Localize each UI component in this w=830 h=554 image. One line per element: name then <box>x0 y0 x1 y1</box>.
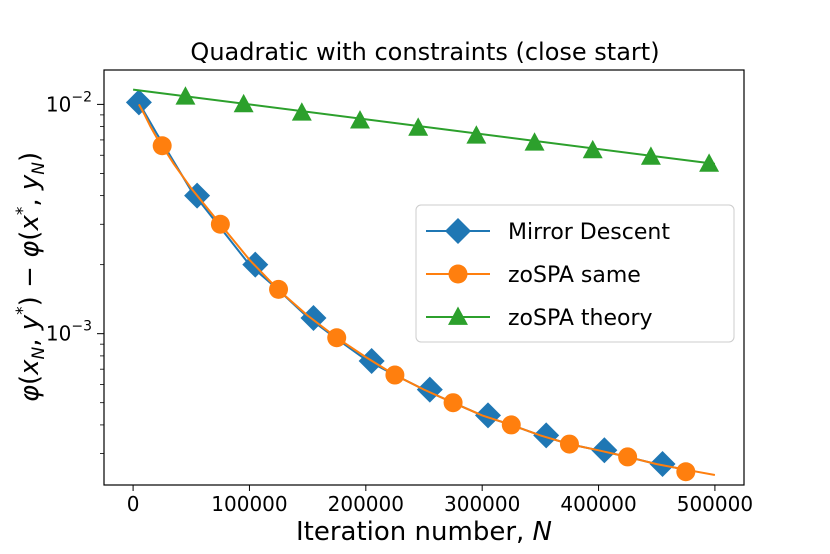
legend: Mirror Descent zoSPA same zoSPA theory <box>415 204 735 343</box>
data-point <box>591 437 618 464</box>
data-point <box>640 146 661 165</box>
series-layer <box>125 86 720 482</box>
x-tick-label: 400000 <box>560 492 636 516</box>
data-point <box>443 393 463 413</box>
plot-area <box>103 69 745 486</box>
data-point <box>210 214 230 234</box>
legend-item: Mirror Descent <box>426 218 670 245</box>
data-point <box>327 328 347 348</box>
data-point <box>125 89 152 116</box>
data-point <box>699 153 720 172</box>
data-point <box>533 422 560 449</box>
x-axis-label-text: Iteration number, <box>296 517 533 547</box>
data-point <box>466 125 487 144</box>
data-point <box>475 402 501 429</box>
series-zospa-theory <box>132 86 720 172</box>
data-point <box>649 451 676 478</box>
x-axis-label: Iteration number, N <box>296 517 552 547</box>
data-point <box>618 447 638 467</box>
data-point <box>416 376 443 403</box>
x-tick-label: 300000 <box>444 492 520 516</box>
data-point <box>350 110 370 129</box>
data-point <box>524 132 545 151</box>
data-point <box>233 93 254 113</box>
data-point <box>269 279 289 299</box>
data-point <box>582 139 603 159</box>
data-point <box>501 415 521 435</box>
legend-label: zoSPA same <box>508 263 641 288</box>
legend-marker <box>445 218 471 244</box>
legend-item: zoSPA theory <box>426 306 653 331</box>
x-axis-label-var: N <box>533 517 552 547</box>
legend-item: zoSPA same <box>426 263 641 288</box>
x-tick-label: 200000 <box>328 492 404 516</box>
data-point <box>291 102 312 121</box>
x-tick-label: 0 <box>127 492 140 516</box>
series-line <box>132 88 716 165</box>
data-point <box>152 136 172 156</box>
axis-ticks: 0 100000 200000 300000 400000 500000 10−3 10−2 <box>46 89 753 516</box>
series-zospa-same <box>138 103 716 482</box>
y-tick-label: 10−3 <box>46 319 92 346</box>
data-point <box>676 462 696 482</box>
legend-label: zoSPA theory <box>508 306 653 331</box>
legend-label: Mirror Descent <box>508 220 670 245</box>
x-tick-label: 500000 <box>677 492 753 516</box>
legend-box <box>415 204 735 343</box>
y-axis-label: φ(xN, y*) − φ(x*, yN) <box>13 152 49 402</box>
data-point <box>559 434 579 454</box>
data-point <box>385 365 405 385</box>
chart-title: Quadratic with constraints (close start) <box>190 38 659 66</box>
legend-marker <box>448 306 468 325</box>
y-tick-label: 10−2 <box>46 89 92 116</box>
data-point <box>408 117 429 136</box>
data-point <box>175 86 196 105</box>
x-tick-label: 100000 <box>211 492 287 516</box>
legend-marker <box>448 264 468 284</box>
